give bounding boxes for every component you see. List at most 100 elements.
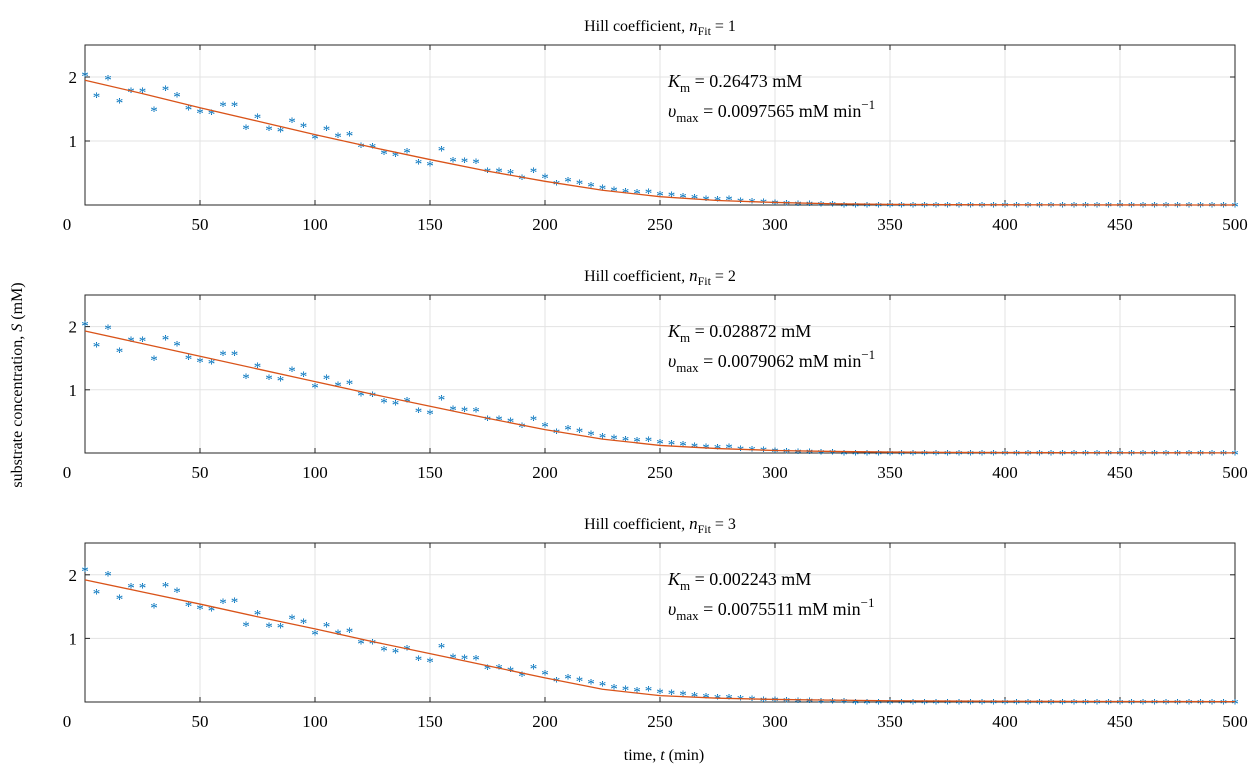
data-point: * — [1231, 447, 1239, 463]
data-point: * — [840, 447, 848, 463]
data-point: * — [702, 193, 710, 209]
title-var: n — [689, 266, 698, 285]
y-tick-label: 2 — [69, 566, 78, 585]
data-point: * — [553, 178, 561, 194]
data-point: * — [1105, 447, 1113, 463]
x-tick-label: 100 — [302, 215, 328, 234]
vmax-subscript: max — [676, 360, 699, 375]
data-point: * — [783, 694, 791, 710]
data-point: * — [449, 651, 457, 667]
y-tick-label: 1 — [69, 629, 78, 648]
data-point: * — [1185, 199, 1193, 215]
data-point: * — [461, 652, 469, 668]
data-point: * — [81, 318, 89, 334]
chart-title: Hill coefficient, nFit = 2 — [584, 266, 736, 288]
vmax-annotation: υmax = 0.0075511 mM min−1 — [668, 595, 875, 623]
data-point: * — [323, 123, 331, 139]
data-point: * — [1070, 447, 1078, 463]
data-point: * — [518, 420, 526, 436]
data-point: * — [1001, 199, 1009, 215]
data-point: * — [817, 447, 825, 463]
data-point: * — [403, 642, 411, 658]
data-point: * — [369, 140, 377, 156]
data-point: * — [886, 696, 894, 712]
data-point: * — [1082, 696, 1090, 712]
x-tick-label: 500 — [1222, 215, 1248, 234]
x-axis-label-unit: (min) — [665, 747, 705, 764]
data-point: * — [127, 334, 135, 350]
data-point: * — [311, 628, 319, 644]
vmax-subscript: max — [676, 110, 699, 125]
data-point: * — [1036, 447, 1044, 463]
vmax-superscript: −1 — [861, 347, 875, 362]
data-point: * — [794, 198, 802, 214]
data-point: * — [323, 372, 331, 388]
data-point: * — [219, 99, 227, 115]
title-var: n — [689, 514, 698, 533]
data-point: * — [748, 196, 756, 212]
x-tick-label: 0 — [63, 215, 72, 234]
x-tick-label: 100 — [302, 463, 328, 482]
data-point: * — [564, 174, 572, 190]
data-point: * — [967, 199, 975, 215]
data-point: * — [1024, 199, 1032, 215]
chart-panel-2: 0 50 100 150 200 250 300 350 400 450 500 1 2 Hill coe… — [63, 266, 1248, 482]
data-point: * — [1197, 447, 1205, 463]
data-point: * — [944, 696, 952, 712]
data-point: * — [1059, 447, 1067, 463]
data-point: * — [817, 199, 825, 215]
y-axis-label: substrate concentration, S (mM) — [9, 282, 26, 487]
data-point: * — [783, 197, 791, 213]
data-point: * — [139, 581, 147, 597]
data-point: * — [1024, 447, 1032, 463]
data-point: * — [1220, 696, 1228, 712]
data-point: * — [1139, 199, 1147, 215]
data-point: * — [346, 377, 354, 393]
data-point: * — [576, 674, 584, 690]
x-tick-label: 400 — [992, 463, 1018, 482]
data-point: * — [990, 199, 998, 215]
data-point: * — [886, 447, 894, 463]
data-point: * — [265, 372, 273, 388]
km-value: = 0.002243 mM — [690, 569, 811, 589]
data-point: * — [806, 695, 814, 711]
data-point: * — [196, 355, 204, 371]
data-point: * — [426, 407, 434, 423]
data-point: * — [426, 158, 434, 174]
data-point: * — [254, 607, 262, 623]
title-subscript: Fit — [698, 24, 712, 38]
data-point: * — [93, 339, 101, 355]
title-subscript: Fit — [698, 522, 712, 536]
data-point: * — [323, 619, 331, 635]
data-point: * — [737, 195, 745, 211]
data-point: * — [1208, 696, 1216, 712]
data-point: * — [829, 447, 837, 463]
data-point: * — [300, 616, 308, 632]
x-tick-label: 350 — [877, 215, 903, 234]
x-tick-label: 0 — [63, 463, 72, 482]
data-point: * — [1070, 199, 1078, 215]
data-point: * — [1151, 696, 1159, 712]
data-point: * — [1139, 447, 1147, 463]
data-point: * — [1059, 696, 1067, 712]
km-annotation: Km = 0.26473 mM — [667, 71, 802, 95]
data-point: * — [1001, 447, 1009, 463]
data-point: * — [380, 147, 388, 163]
data-point: * — [369, 637, 377, 653]
data-point: * — [852, 199, 860, 215]
data-point: * — [1082, 447, 1090, 463]
km-value: = 0.028872 mM — [690, 321, 811, 341]
data-point: * — [656, 686, 664, 702]
data-point: * — [875, 447, 883, 463]
data-point: * — [357, 140, 365, 156]
data-point: * — [392, 149, 400, 165]
data-point: * — [1162, 199, 1170, 215]
data-point: * — [967, 447, 975, 463]
data-point: * — [794, 446, 802, 462]
data-point: * — [564, 423, 572, 439]
data-point: * — [461, 155, 469, 171]
data-point: * — [1116, 447, 1124, 463]
x-tick-label: 50 — [192, 463, 209, 482]
data-point: * — [576, 425, 584, 441]
x-tick-label: 400 — [992, 712, 1018, 731]
